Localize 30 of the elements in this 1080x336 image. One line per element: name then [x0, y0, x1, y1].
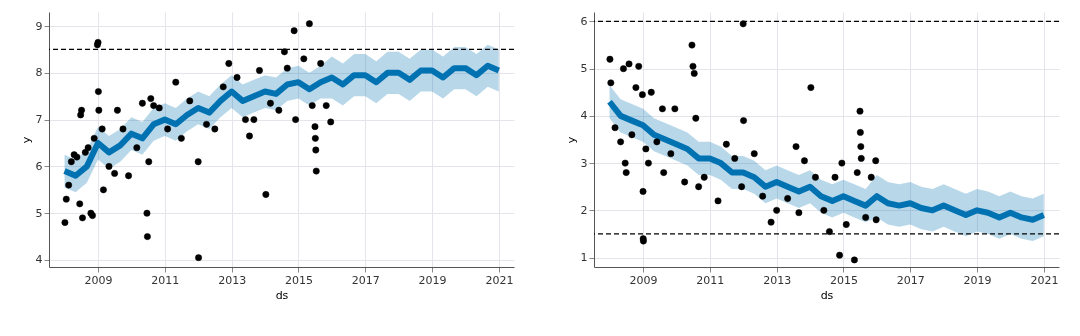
- y-tick-label: 8: [35, 66, 43, 80]
- y-tick-label: 4: [580, 109, 588, 123]
- y-tick-label: 9: [35, 19, 43, 33]
- y-tick-label: 5: [580, 62, 588, 76]
- y-tick-label: 3: [580, 156, 588, 170]
- y-tick-label: 6: [580, 14, 588, 28]
- x-axis-title: ds: [820, 288, 834, 302]
- x-tick-label: 2011: [151, 273, 180, 287]
- x-axis-title: ds: [275, 288, 289, 302]
- x-tick-label: 2013: [763, 273, 792, 287]
- x-tick-label: 2015: [284, 273, 313, 287]
- x-tick-label: 2019: [418, 273, 447, 287]
- x-tick-label: 2017: [896, 273, 925, 287]
- y-tick-label: 4: [35, 253, 43, 267]
- y-tick-label: 5: [35, 206, 43, 220]
- x-tick-label: 2021: [485, 273, 514, 287]
- y-axis-title: y: [19, 136, 33, 144]
- x-tick-label: 2013: [218, 273, 247, 287]
- x-tick-label: 2015: [829, 273, 858, 287]
- y-tick-label: 6: [35, 159, 43, 173]
- x-tick-label: 2009: [84, 273, 113, 287]
- x-tick-label: 2019: [963, 273, 992, 287]
- x-tick-label: 2011: [696, 273, 725, 287]
- y-tick-label: 1: [580, 251, 588, 265]
- y-axis-title: y: [564, 136, 578, 144]
- y-tick-label: 2: [580, 203, 588, 217]
- x-tick-label: 2017: [351, 273, 380, 287]
- x-tick-label: 2021: [1030, 273, 1059, 287]
- x-tick-label: 2009: [629, 273, 658, 287]
- y-tick-label: 7: [35, 113, 43, 127]
